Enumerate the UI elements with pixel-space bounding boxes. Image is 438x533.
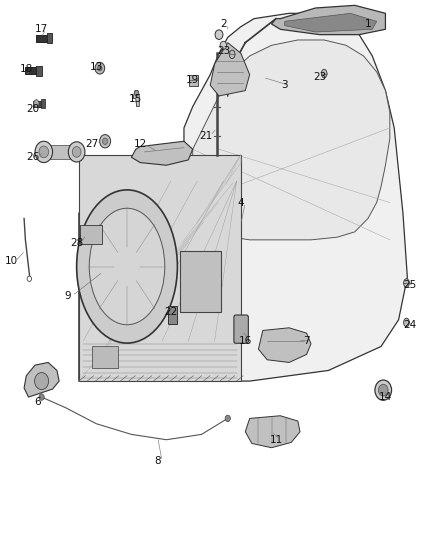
FancyBboxPatch shape [36, 66, 42, 76]
Text: 12: 12 [134, 139, 147, 149]
Ellipse shape [375, 380, 392, 400]
Ellipse shape [404, 318, 409, 327]
Text: 19: 19 [186, 75, 199, 85]
Polygon shape [24, 362, 59, 397]
Text: 23: 23 [313, 72, 326, 82]
Text: 28: 28 [70, 238, 83, 247]
Polygon shape [131, 141, 193, 165]
Text: 13: 13 [90, 62, 103, 71]
Text: 6: 6 [34, 398, 41, 407]
Polygon shape [258, 328, 311, 362]
Text: 27: 27 [85, 139, 99, 149]
Text: 20: 20 [26, 104, 39, 114]
Text: 18: 18 [20, 64, 33, 74]
Ellipse shape [77, 190, 177, 343]
Text: 1: 1 [364, 19, 371, 29]
Text: 3: 3 [281, 80, 288, 90]
Text: 14: 14 [379, 392, 392, 402]
Ellipse shape [230, 50, 235, 59]
Ellipse shape [68, 142, 85, 162]
Text: 26: 26 [26, 152, 39, 162]
FancyBboxPatch shape [92, 346, 118, 368]
Ellipse shape [134, 91, 139, 96]
Text: 2: 2 [220, 19, 227, 29]
Ellipse shape [99, 134, 110, 148]
Ellipse shape [378, 384, 388, 396]
Ellipse shape [321, 69, 327, 78]
Ellipse shape [34, 100, 39, 107]
Text: 11: 11 [269, 435, 283, 445]
Text: 15: 15 [129, 94, 142, 103]
Text: 16: 16 [239, 336, 252, 346]
Text: 10: 10 [4, 256, 18, 266]
Ellipse shape [27, 276, 32, 281]
Ellipse shape [215, 30, 223, 39]
FancyBboxPatch shape [33, 101, 42, 107]
Text: 22: 22 [164, 307, 177, 317]
FancyBboxPatch shape [45, 145, 75, 159]
FancyBboxPatch shape [168, 306, 177, 324]
Text: 21: 21 [199, 131, 212, 141]
Text: 25: 25 [403, 280, 416, 290]
Text: 24: 24 [403, 320, 416, 330]
FancyBboxPatch shape [47, 33, 52, 43]
Ellipse shape [102, 138, 108, 144]
Text: 9: 9 [64, 291, 71, 301]
Ellipse shape [35, 373, 49, 390]
Polygon shape [134, 91, 139, 107]
Ellipse shape [404, 279, 409, 287]
FancyBboxPatch shape [80, 225, 102, 244]
Text: 8: 8 [154, 456, 161, 466]
Text: 4: 4 [237, 198, 244, 207]
Ellipse shape [72, 147, 81, 157]
Ellipse shape [98, 66, 102, 71]
Ellipse shape [39, 146, 49, 158]
Ellipse shape [220, 42, 227, 50]
FancyBboxPatch shape [41, 99, 45, 108]
Ellipse shape [225, 415, 230, 422]
FancyBboxPatch shape [25, 67, 38, 74]
FancyBboxPatch shape [234, 315, 248, 343]
Ellipse shape [95, 62, 105, 74]
Polygon shape [272, 5, 385, 35]
Polygon shape [79, 13, 407, 381]
Polygon shape [285, 13, 377, 32]
Polygon shape [79, 155, 241, 381]
Ellipse shape [39, 394, 44, 400]
Text: 7: 7 [303, 336, 310, 346]
Ellipse shape [35, 141, 53, 163]
Polygon shape [210, 43, 250, 96]
Text: 23: 23 [217, 46, 230, 55]
FancyBboxPatch shape [189, 75, 198, 86]
Polygon shape [193, 40, 390, 240]
Ellipse shape [89, 208, 165, 325]
Polygon shape [245, 416, 300, 448]
FancyBboxPatch shape [36, 35, 48, 42]
FancyBboxPatch shape [180, 251, 221, 312]
Text: 17: 17 [35, 25, 48, 34]
